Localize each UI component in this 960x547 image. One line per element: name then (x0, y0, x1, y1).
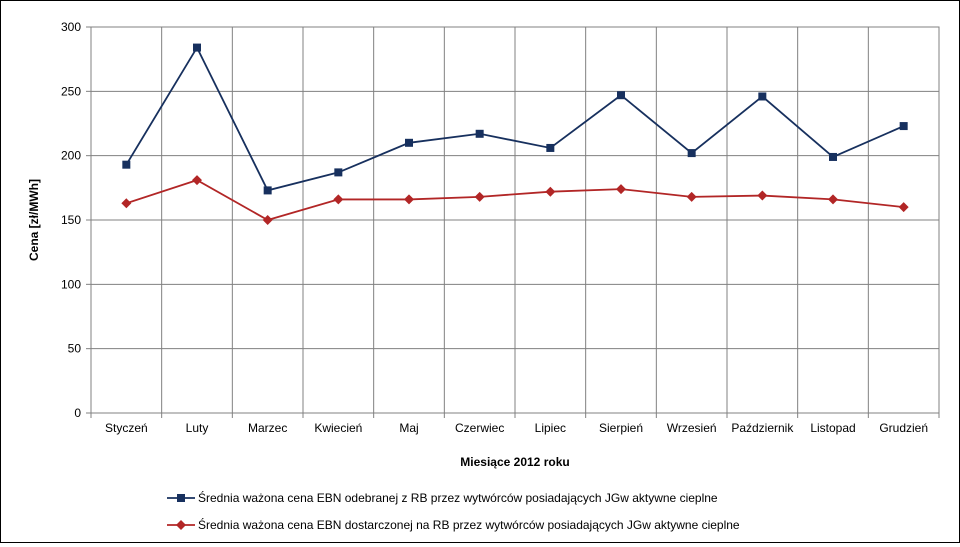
x-tick-label: Luty (186, 421, 209, 435)
data-point (616, 184, 626, 195)
data-point (334, 168, 343, 177)
series-line (125, 45, 905, 192)
x-tick-label: Czerwiec (455, 421, 504, 435)
data-point (122, 160, 131, 169)
y-axis-ticks: 0 50 100 150 200 250 300 (61, 20, 91, 420)
data-point (121, 198, 132, 209)
grid-lines (91, 26, 939, 414)
series-layer (121, 43, 909, 225)
data-point (617, 91, 625, 100)
data-point (475, 129, 484, 138)
y-tick-label: 250 (61, 84, 81, 98)
x-tick-label: Październik (731, 421, 794, 435)
data-point (686, 191, 697, 202)
data-point (758, 92, 767, 101)
x-tick-label: Sierpień (599, 421, 643, 435)
y-axis-title: Cena [zł/MWh] (27, 179, 41, 261)
data-point (757, 190, 768, 201)
x-tick-label: Wrzesień (667, 421, 717, 435)
data-point (829, 152, 837, 161)
series-0 (122, 43, 908, 195)
y-tick-label: 200 (61, 149, 81, 163)
data-point (545, 186, 556, 197)
legend: Średnia ważona cena EBN odebranej z RB p… (167, 490, 740, 532)
data-point (193, 43, 201, 52)
x-tick-label: Grudzień (879, 421, 928, 435)
legend-label-delivered: Średnia ważona cena EBN dostarczonej na … (198, 517, 740, 532)
data-point (546, 143, 555, 152)
data-point (333, 194, 344, 205)
y-tick-label: 50 (68, 342, 82, 356)
series-1 (121, 175, 909, 225)
legend-marker-diamond (176, 520, 186, 530)
data-point (192, 175, 202, 186)
x-tick-label: Maj (399, 421, 418, 435)
y-tick-label: 0 (74, 406, 81, 420)
data-point (263, 186, 272, 195)
data-point (262, 215, 273, 225)
data-point (405, 138, 413, 147)
legend-entry-received: Średnia ważona cena EBN odebranej z RB p… (167, 490, 718, 505)
x-tick-label: Styczeń (105, 421, 148, 435)
legend-label-received: Średnia ważona cena EBN odebranej z RB p… (198, 490, 718, 505)
x-tick-label: Lipiec (535, 421, 566, 435)
x-tick-label: Listopad (810, 421, 855, 435)
x-axis-ticks: Styczeń Luty Marzec Kwiecień Maj Czerwiec Lipi… (90, 413, 940, 435)
data-point (404, 194, 414, 205)
data-point (898, 202, 909, 213)
y-tick-label: 150 (61, 213, 81, 227)
y-tick-label: 100 (61, 277, 81, 291)
x-axis-title: Miesiące 2012 roku (460, 455, 569, 469)
data-point (687, 149, 696, 158)
legend-marker-square (177, 494, 185, 502)
series-line (126, 179, 904, 221)
data-point (828, 194, 838, 205)
data-point (474, 191, 485, 202)
legend-entry-delivered: Średnia ważona cena EBN dostarczonej na … (167, 517, 740, 532)
y-tick-label: 300 (61, 20, 81, 34)
x-tick-label: Kwiecień (314, 421, 362, 435)
data-point (899, 122, 908, 131)
x-tick-label: Marzec (248, 421, 287, 435)
